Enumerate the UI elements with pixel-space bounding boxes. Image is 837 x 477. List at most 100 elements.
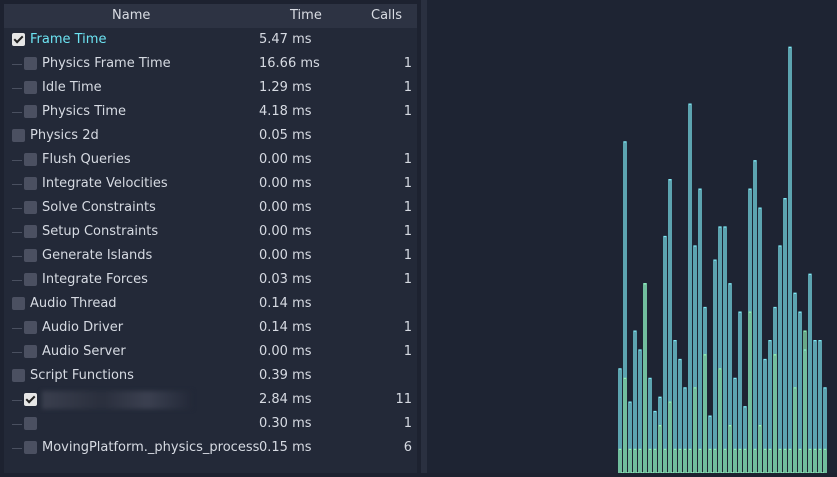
row-label: Idle Time	[42, 80, 102, 95]
row-time: 0.15 ms	[259, 440, 312, 455]
row-checkbox[interactable]	[24, 201, 37, 214]
row-calls: 1	[403, 104, 412, 119]
tree-guide	[12, 64, 22, 65]
row-checkbox[interactable]	[24, 393, 37, 406]
row-time: 16.66 ms	[259, 56, 320, 71]
row-label: Setup Constraints	[42, 224, 159, 239]
row-calls: 1	[403, 200, 412, 215]
row-calls: 1	[403, 80, 412, 95]
panel-splitter[interactable]	[421, 0, 427, 473]
row-label: MovingPlatform._physics_process	[42, 440, 260, 455]
tree-guide	[12, 160, 22, 161]
row-time: 0.14 ms	[259, 320, 312, 335]
row-checkbox[interactable]	[24, 273, 37, 286]
row-calls: 1	[403, 176, 412, 191]
row-calls: 1	[403, 152, 412, 167]
tree-row[interactable]: Generate Islands 0.00 ms 1	[4, 244, 417, 268]
tree-guide	[12, 256, 22, 257]
row-calls: 1	[403, 320, 412, 335]
row-label: Generate Islands	[42, 248, 153, 263]
row-time: 0.00 ms	[259, 176, 312, 191]
tree-row[interactable]: Audio Thread 0.14 ms	[4, 292, 417, 316]
row-label: Flush Queries	[42, 152, 131, 167]
tree-row[interactable]: Setup Constraints 0.00 ms 1	[4, 220, 417, 244]
tree-row[interactable]: Physics Frame Time 16.66 ms 1	[4, 52, 417, 76]
row-checkbox[interactable]	[12, 297, 25, 310]
row-calls: 1	[403, 224, 412, 239]
tree-row[interactable]: Flush Queries 0.00 ms 1	[4, 148, 417, 172]
row-time: 5.47 ms	[259, 32, 312, 47]
profiler-tree: Name Time Calls Frame Time 5.47 ms Physics…	[0, 0, 421, 473]
tree-row[interactable]: Physics Time 4.18 ms 1	[4, 100, 417, 124]
tree-row[interactable]: Script Functions 0.39 ms	[4, 364, 417, 388]
tree-row[interactable]: Audio Server 0.00 ms 1	[4, 340, 417, 364]
row-checkbox[interactable]	[24, 81, 37, 94]
row-label: Audio Driver	[42, 320, 124, 335]
tree-guide	[12, 424, 22, 425]
row-checkbox[interactable]	[24, 441, 37, 454]
row-checkbox[interactable]	[24, 225, 37, 238]
tree-guide	[12, 400, 22, 401]
row-checkbox[interactable]	[24, 153, 37, 166]
header-calls[interactable]: Calls	[371, 8, 403, 23]
row-time: 0.03 ms	[259, 272, 312, 287]
row-time: 0.30 ms	[259, 416, 312, 431]
tree-row[interactable]: Frame Time 5.47 ms	[4, 28, 417, 52]
redacted-label	[42, 391, 192, 409]
header-name[interactable]: Name	[112, 8, 151, 23]
row-checkbox[interactable]	[24, 249, 37, 262]
tree-rows: Frame Time 5.47 ms Physics Frame Time 16.66…	[4, 28, 417, 473]
row-label: Physics Time	[42, 104, 127, 119]
tree-row[interactable]: 0.30 ms 1	[4, 412, 417, 436]
row-calls: 1	[403, 56, 412, 71]
row-checkbox[interactable]	[12, 33, 25, 46]
row-time: 0.05 ms	[259, 128, 312, 143]
row-label: Solve Constraints	[42, 200, 156, 215]
row-calls: 6	[403, 440, 412, 455]
tree-guide	[12, 208, 22, 209]
tree-row[interactable]: MovingPlatform._physics_process 0.15 ms 6	[4, 436, 417, 460]
row-label: Integrate Forces	[42, 272, 148, 287]
row-calls: 1	[403, 248, 412, 263]
row-time: 0.00 ms	[259, 344, 312, 359]
tree-guide	[12, 352, 22, 353]
graph-canvas	[618, 46, 827, 474]
row-label: Frame Time	[30, 32, 107, 47]
row-time: 4.18 ms	[259, 104, 312, 119]
row-calls: 11	[395, 392, 412, 407]
row-calls: 1	[403, 344, 412, 359]
graph-series-line	[618, 46, 827, 474]
tree-row[interactable]: Physics 2d 0.05 ms	[4, 124, 417, 148]
row-label: Audio Server	[42, 344, 126, 359]
tree-guide	[12, 184, 22, 185]
row-label: Physics Frame Time	[42, 56, 171, 71]
tree-row[interactable]: Integrate Forces 0.03 ms 1	[4, 268, 417, 292]
profiler-graph[interactable]	[427, 0, 837, 474]
row-checkbox[interactable]	[24, 105, 37, 118]
tree-row[interactable]: Idle Time 1.29 ms 1	[4, 76, 417, 100]
row-time: 2.84 ms	[259, 392, 312, 407]
row-calls: 1	[403, 272, 412, 287]
row-time: 0.39 ms	[259, 368, 312, 383]
row-checkbox[interactable]	[24, 57, 37, 70]
row-checkbox[interactable]	[24, 417, 37, 430]
row-time: 0.00 ms	[259, 200, 312, 215]
row-checkbox[interactable]	[24, 177, 37, 190]
row-time: 0.00 ms	[259, 224, 312, 239]
row-checkbox[interactable]	[24, 345, 37, 358]
tree-guide	[12, 280, 22, 281]
row-checkbox[interactable]	[24, 321, 37, 334]
tree-row[interactable]: Integrate Velocities 0.00 ms 1	[4, 172, 417, 196]
tree-row[interactable]: Audio Driver 0.14 ms 1	[4, 316, 417, 340]
row-checkbox[interactable]	[12, 129, 25, 142]
header-time[interactable]: Time	[290, 8, 322, 23]
tree-guide	[12, 232, 22, 233]
row-time: 0.00 ms	[259, 152, 312, 167]
tree-row[interactable]: 2.84 ms 11	[4, 388, 417, 412]
tree-guide	[12, 112, 22, 113]
row-calls: 1	[403, 416, 412, 431]
tree-guide	[12, 328, 22, 329]
row-label: Physics 2d	[30, 128, 99, 143]
row-checkbox[interactable]	[12, 369, 25, 382]
tree-row[interactable]: Solve Constraints 0.00 ms 1	[4, 196, 417, 220]
